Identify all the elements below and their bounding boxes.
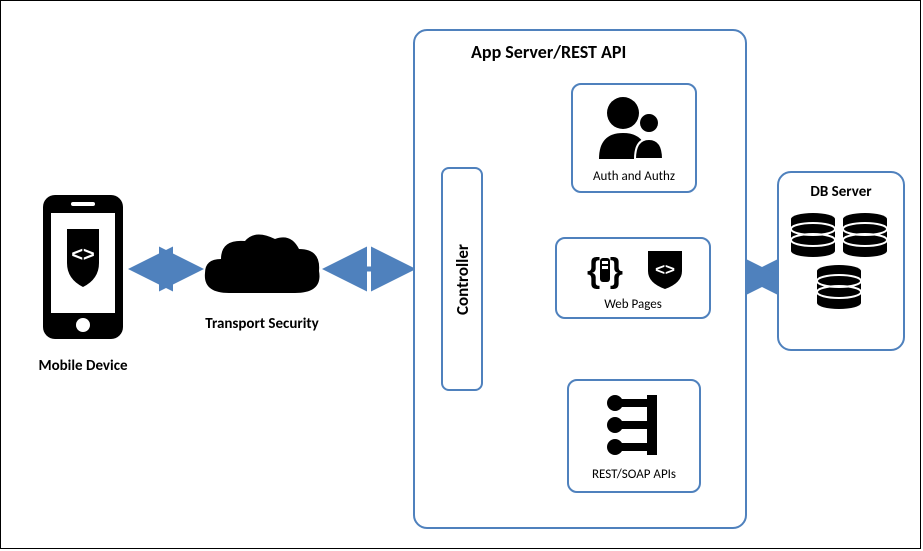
auth-box: Auth and Authz <box>571 83 697 193</box>
svg-text:<>: <> <box>655 260 675 279</box>
rest-soap-label: REST/SOAP APIs <box>569 467 699 482</box>
web-pages-label: Web Pages <box>557 297 709 312</box>
svg-text:<>: <> <box>71 244 94 266</box>
database-icon <box>781 207 901 327</box>
mobile-device-icon: <> <box>37 193 129 343</box>
db-server-box: DB Server <box>777 171 905 351</box>
users-icon <box>573 87 695 167</box>
auth-label: Auth and Authz <box>573 169 695 184</box>
transport-security-label: Transport Security <box>185 315 339 333</box>
mobile-device-label: Mobile Device <box>21 357 145 375</box>
rest-soap-box: REST/SOAP APIs <box>567 379 701 493</box>
app-server-title: App Server/REST API <box>471 41 626 63</box>
db-server-label: DB Server <box>779 183 903 201</box>
web-pages-box: { } <> Web Pages <box>555 237 711 319</box>
diagram-canvas: <> Mobile Device Transport Security App … <box>0 0 921 549</box>
cloud-icon <box>199 231 325 309</box>
shield-code-icon: <> <box>644 249 686 291</box>
api-icon <box>569 383 699 467</box>
controller-label: Controller <box>452 244 473 315</box>
braces-icon: { } <box>580 248 630 292</box>
controller-box: Controller <box>441 167 483 391</box>
